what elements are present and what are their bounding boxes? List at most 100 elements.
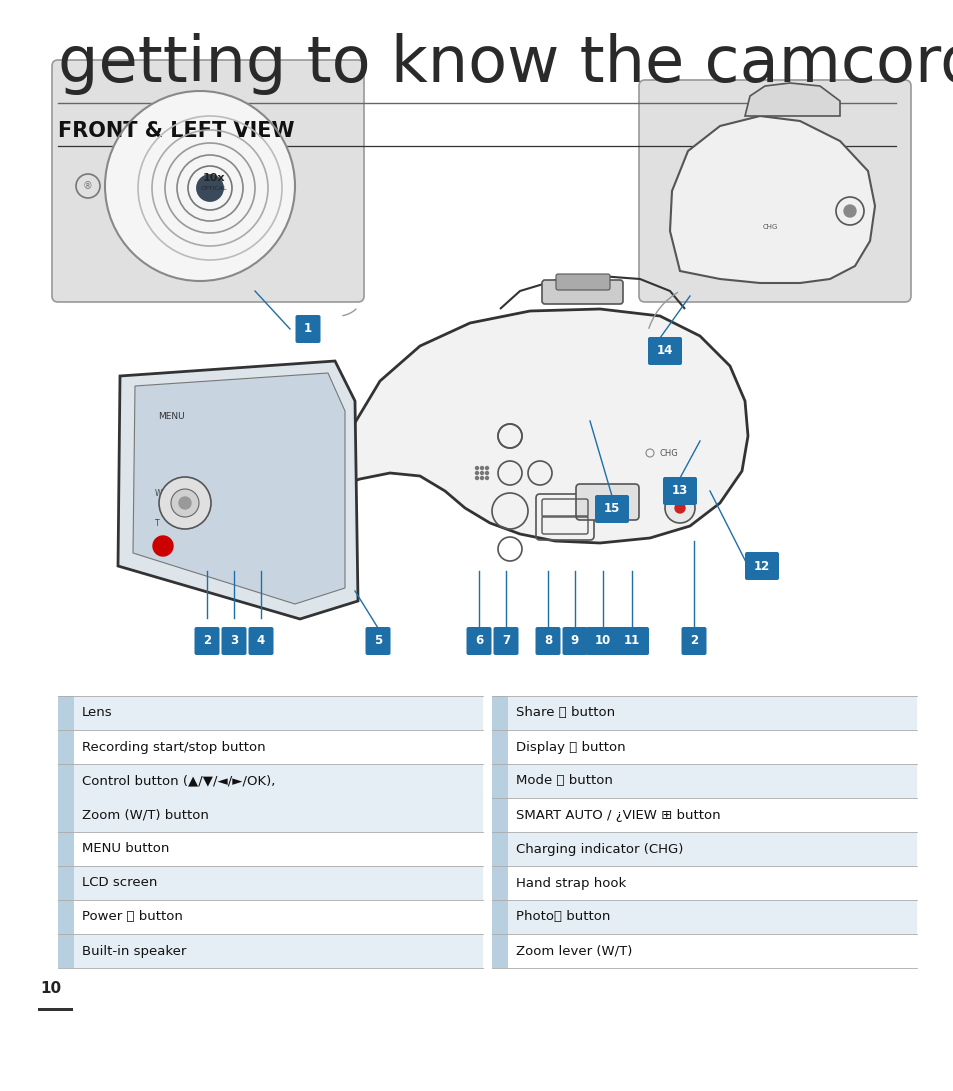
Text: Zoom lever (W/T): Zoom lever (W/T) xyxy=(516,945,632,958)
Circle shape xyxy=(196,175,223,201)
Bar xyxy=(507,798,916,832)
FancyBboxPatch shape xyxy=(194,627,219,655)
Text: Control button (▲/▼/◄/►/OK),: Control button (▲/▼/◄/►/OK), xyxy=(82,775,275,788)
Circle shape xyxy=(485,471,488,475)
Bar xyxy=(507,866,916,900)
FancyBboxPatch shape xyxy=(647,337,681,365)
Circle shape xyxy=(664,493,695,523)
Text: VIEW: VIEW xyxy=(598,499,616,505)
Text: Photoⓟ button: Photoⓟ button xyxy=(516,911,610,923)
Circle shape xyxy=(105,91,294,281)
Bar xyxy=(58,866,74,900)
FancyBboxPatch shape xyxy=(541,280,622,304)
FancyBboxPatch shape xyxy=(52,60,364,302)
Circle shape xyxy=(152,536,172,556)
Bar xyxy=(74,900,482,934)
Text: 10x: 10x xyxy=(203,173,225,183)
FancyBboxPatch shape xyxy=(221,627,246,655)
FancyBboxPatch shape xyxy=(585,627,619,655)
Bar xyxy=(74,866,482,900)
Text: Charging indicator (CHG): Charging indicator (CHG) xyxy=(516,842,682,855)
FancyBboxPatch shape xyxy=(248,627,274,655)
Circle shape xyxy=(675,503,684,513)
Polygon shape xyxy=(132,373,345,604)
Bar xyxy=(74,934,482,968)
Bar xyxy=(492,764,507,798)
Bar xyxy=(74,832,482,866)
Text: Lens: Lens xyxy=(82,707,112,719)
Text: Display ⓖ button: Display ⓖ button xyxy=(516,741,625,754)
Circle shape xyxy=(475,467,478,469)
Polygon shape xyxy=(744,83,840,116)
Circle shape xyxy=(485,467,488,469)
Text: MENU: MENU xyxy=(158,412,185,421)
Text: LCD screen: LCD screen xyxy=(82,876,157,889)
FancyBboxPatch shape xyxy=(744,552,779,580)
Bar xyxy=(58,832,74,866)
Circle shape xyxy=(480,477,483,480)
Bar xyxy=(507,730,916,764)
Text: CHG: CHG xyxy=(761,224,777,230)
Text: Share Ⓤ button: Share Ⓤ button xyxy=(516,707,615,719)
FancyBboxPatch shape xyxy=(365,627,390,655)
Text: 10: 10 xyxy=(40,981,61,996)
Text: W: W xyxy=(154,489,162,497)
Bar xyxy=(492,900,507,934)
Circle shape xyxy=(475,477,478,480)
Text: 4: 4 xyxy=(256,635,265,647)
Text: 15: 15 xyxy=(603,503,619,516)
Circle shape xyxy=(475,471,478,475)
FancyBboxPatch shape xyxy=(639,80,910,302)
Bar xyxy=(58,934,74,968)
Text: FRONT & LEFT VIEW: FRONT & LEFT VIEW xyxy=(58,121,294,141)
Bar xyxy=(74,730,482,764)
Polygon shape xyxy=(669,116,874,283)
Text: Built-in speaker: Built-in speaker xyxy=(82,945,186,958)
FancyBboxPatch shape xyxy=(535,627,560,655)
Text: CHG: CHG xyxy=(659,449,678,458)
Text: 13: 13 xyxy=(671,484,687,497)
Bar xyxy=(58,730,74,764)
Text: 14: 14 xyxy=(656,345,673,358)
Bar xyxy=(492,798,507,832)
FancyBboxPatch shape xyxy=(466,627,491,655)
Circle shape xyxy=(179,497,191,509)
Bar xyxy=(492,730,507,764)
Text: 11: 11 xyxy=(623,635,639,647)
Text: 6: 6 xyxy=(475,635,482,647)
Text: Recording start/stop button: Recording start/stop button xyxy=(82,741,265,754)
Circle shape xyxy=(480,467,483,469)
Bar xyxy=(74,696,482,730)
Bar xyxy=(58,900,74,934)
Text: 8: 8 xyxy=(543,635,552,647)
Text: getting to know the camcorder: getting to know the camcorder xyxy=(58,33,953,95)
Bar xyxy=(492,832,507,866)
Bar xyxy=(492,866,507,900)
Text: 1: 1 xyxy=(304,323,312,336)
Circle shape xyxy=(480,471,483,475)
Text: 7: 7 xyxy=(501,635,510,647)
FancyBboxPatch shape xyxy=(556,274,609,290)
FancyBboxPatch shape xyxy=(576,484,639,520)
Bar xyxy=(507,900,916,934)
Text: OPTICAL: OPTICAL xyxy=(200,185,227,191)
Text: 3: 3 xyxy=(230,635,238,647)
Circle shape xyxy=(843,205,855,217)
Text: Hand strap hook: Hand strap hook xyxy=(516,876,625,889)
Text: 9: 9 xyxy=(570,635,578,647)
Bar xyxy=(58,696,74,730)
Text: 2: 2 xyxy=(689,635,698,647)
FancyBboxPatch shape xyxy=(680,627,706,655)
Polygon shape xyxy=(118,361,357,619)
Bar xyxy=(38,1007,73,1011)
Text: T: T xyxy=(154,519,159,528)
Circle shape xyxy=(171,489,199,517)
Text: 12: 12 xyxy=(753,560,769,573)
Text: SMART AUTO / ¿VIEW ⊞ button: SMART AUTO / ¿VIEW ⊞ button xyxy=(516,808,720,822)
Circle shape xyxy=(485,477,488,480)
Bar xyxy=(507,934,916,968)
Circle shape xyxy=(159,477,211,529)
Bar xyxy=(492,696,507,730)
Text: 5: 5 xyxy=(374,635,382,647)
Text: Zoom (W/T) button: Zoom (W/T) button xyxy=(82,808,209,822)
